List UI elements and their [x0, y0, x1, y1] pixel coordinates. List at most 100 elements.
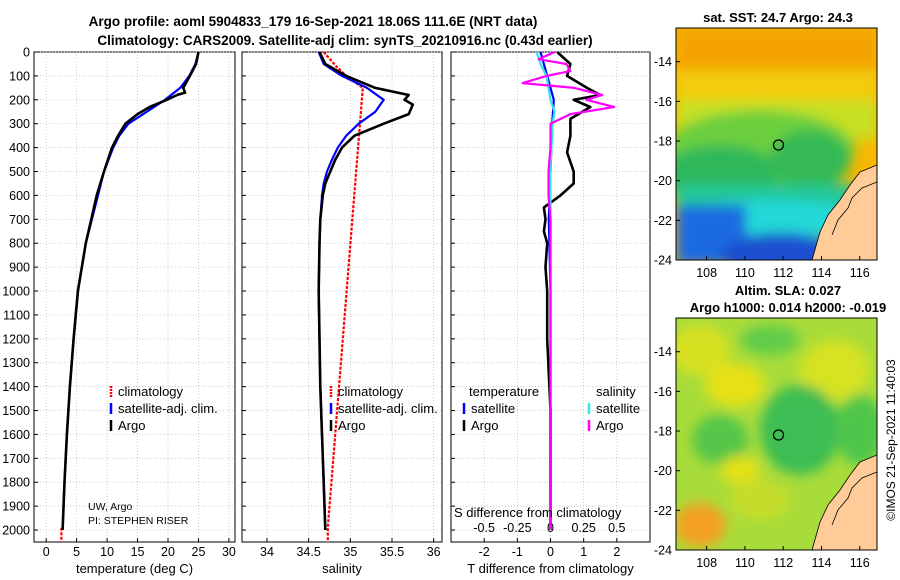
x-axis-label: salinity: [322, 561, 362, 576]
plot-area: [241, 51, 443, 543]
series-line-s-argo: [521, 50, 616, 530]
temperature-panel: 0 5 10 15 20 25 300100200300400500600700800900…: [2, 46, 236, 577]
y-tick-label: 1800: [2, 476, 30, 490]
x-tick-label: 15: [131, 545, 145, 559]
legend-s-satellite-label: satellite: [596, 401, 640, 416]
annotation-uw-argo: UW, Argo: [88, 501, 133, 513]
secondary-x-tick-label: 0.25: [571, 521, 595, 535]
legend-salinity-title: salinity: [596, 384, 636, 399]
x-tick-label: -1: [512, 545, 523, 559]
salinity-panel: 34 34.5 35 35.5 36 salinity: [241, 51, 443, 576]
y-tick-label: 500: [9, 165, 30, 179]
difference-legend-temperature: temperature satellite Argo: [462, 384, 539, 433]
x-tick-label: 36: [427, 545, 441, 559]
map-x-tick-label: 112: [773, 266, 793, 280]
sla-map-title: Altim. SLA: 0.027: [735, 283, 841, 298]
legend-climatology-label: climatology: [338, 384, 404, 399]
legend-satellite-label: satellite-adj. clim.: [118, 401, 218, 416]
y-tick-label: 1300: [2, 356, 30, 370]
figure-title-line2: Climatology: CARS2009. Satellite-adj cli…: [97, 33, 592, 48]
legend-climatology-label: climatology: [118, 384, 184, 399]
map-y-tick-label: -14: [654, 345, 672, 359]
series-line-argo: [61, 51, 200, 531]
x-tick-label: 35.5: [380, 545, 404, 559]
x-tick-label: 20: [161, 545, 175, 559]
y-tick-label: 2000: [2, 524, 30, 538]
y-tick-label: 300: [9, 117, 30, 131]
sla-map-subtitle: Argo h1000: 0.014 h2000: -0.019: [690, 300, 887, 315]
x-tick-label: 5: [73, 545, 80, 559]
y-tick-label: 100: [9, 69, 30, 83]
x-tick-label: 25: [192, 545, 206, 559]
y-tick-label: 1900: [2, 500, 30, 514]
sst-map-frame: [675, 27, 878, 261]
sst-heatmap: [676, 28, 877, 260]
x-tick-label: 0: [547, 545, 554, 559]
map-x-tick-label: 116: [850, 266, 870, 280]
map-y-tick-label: -16: [654, 385, 672, 399]
legend-temperature-title: temperature: [469, 384, 539, 399]
map-y-tick-label: -20: [654, 464, 672, 478]
x-tick-label: 30: [222, 545, 236, 559]
map-x-tick-label: 112: [773, 556, 793, 570]
map-y-tick-label: -18: [654, 135, 672, 149]
map-y-tick-label: -24: [654, 254, 672, 268]
y-tick-label: 900: [9, 261, 30, 275]
annotation-pi: PI: STEPHEN RISER: [88, 515, 189, 527]
series-line-argo: [317, 51, 415, 531]
argo-position-marker: [772, 139, 785, 151]
x-tick-label: 0: [43, 545, 50, 559]
s-difference-axis-label: S difference from climatology: [454, 505, 622, 520]
salinity-legend: climatology satellite-adj. clim. Argo: [329, 384, 438, 433]
secondary-x-tick-label: -0.5: [473, 521, 495, 535]
y-tick-label: 1000: [2, 285, 30, 299]
legend-t-argo-label: Argo: [471, 418, 498, 433]
sst-map-axes: 108 110 112 114 116 -14 -16 -18 -20 -22 -24: [654, 55, 870, 280]
map-y-tick-label: -14: [654, 55, 672, 69]
x-tick-label: 34: [260, 545, 274, 559]
temperature-legend: climatology satellite-adj. clim. Argo: [109, 384, 218, 433]
legend-t-satellite-label: satellite: [471, 401, 515, 416]
map-y-tick-label: -24: [654, 544, 672, 558]
sla-map-frame: [675, 317, 878, 551]
sst-map-title: sat. SST: 24.7 Argo: 24.3: [703, 10, 853, 25]
bathymetry-contour: [831, 181, 877, 236]
x-tick-label: 34.5: [296, 545, 320, 559]
imos-credit: ©IMOS 21-Sep-2021 11:40:03: [884, 359, 898, 521]
y-tick-label: 800: [9, 237, 30, 251]
x-tick-label: 35: [343, 545, 357, 559]
map-x-tick-label: 114: [812, 266, 832, 280]
x-tick-label: -2: [479, 545, 490, 559]
y-tick-label: 1500: [2, 404, 30, 418]
y-tick-label: 1400: [2, 380, 30, 394]
map-y-tick-label: -22: [654, 504, 672, 518]
difference-panel: -2 -1 0 1 2 T difference from climatology -0.5…: [450, 50, 651, 576]
y-tick-label: 1600: [2, 428, 30, 442]
map-y-tick-label: -22: [654, 214, 672, 228]
x-tick-label: 10: [100, 545, 114, 559]
map-x-tick-label: 116: [850, 556, 870, 570]
plot-area: [33, 51, 236, 543]
secondary-x-tick-label: 0.5: [608, 521, 625, 535]
y-tick-label: 600: [9, 189, 30, 203]
legend-s-argo-label: Argo: [596, 418, 623, 433]
map-x-tick-label: 110: [735, 556, 755, 570]
x-axis-label: temperature (deg C): [76, 561, 193, 576]
map-x-tick-label: 108: [696, 266, 717, 280]
argo-position-marker: [772, 429, 785, 441]
y-tick-label: 700: [9, 213, 30, 227]
y-tick-label: 1200: [2, 332, 30, 346]
x-tick-label: 1: [580, 545, 587, 559]
x-tick-label: 2: [613, 545, 620, 559]
map-y-tick-label: -20: [654, 174, 672, 188]
y-tick-label: 400: [9, 141, 30, 155]
legend-satellite-label: satellite-adj. clim.: [338, 401, 438, 416]
map-y-tick-label: -16: [654, 95, 672, 109]
y-tick-label: 1700: [2, 452, 30, 466]
sla-map-axes: 108 110 112 114 116 -14 -16 -18 -20 -22 -24: [654, 345, 870, 570]
sla-heatmap: [676, 318, 877, 550]
map-x-tick-label: 110: [735, 266, 755, 280]
map-y-tick-label: -18: [654, 425, 672, 439]
legend-argo-label: Argo: [118, 418, 145, 433]
x-axis-label: T difference from climatology: [467, 561, 634, 576]
